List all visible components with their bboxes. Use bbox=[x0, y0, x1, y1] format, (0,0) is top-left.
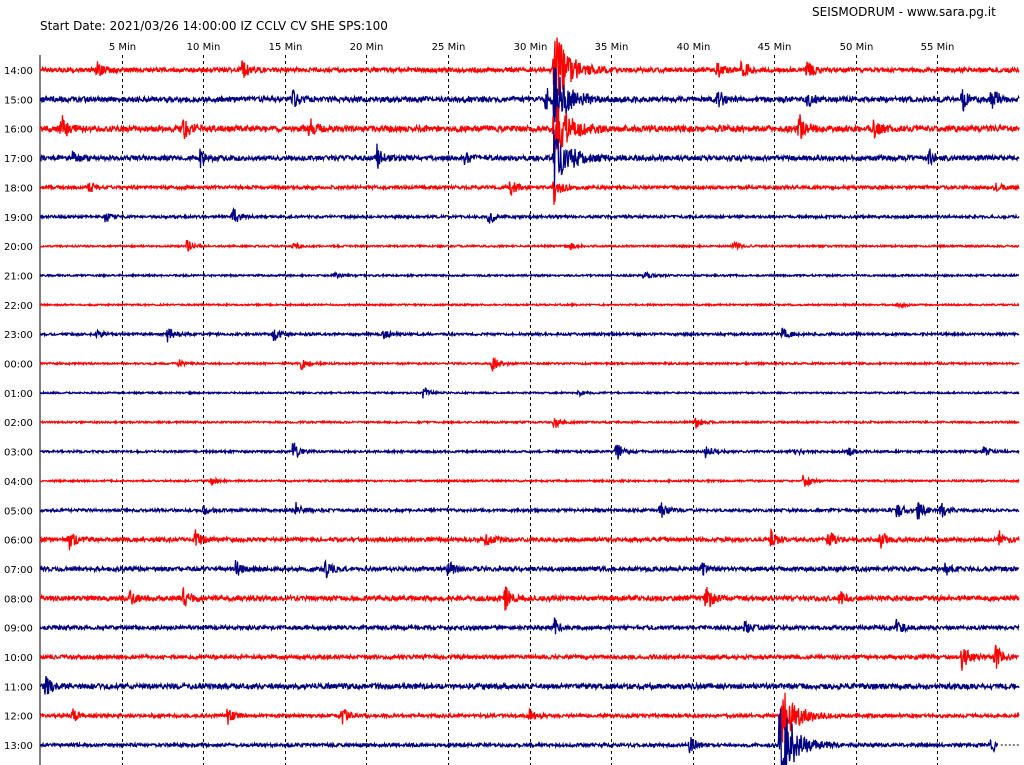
trace-0300 bbox=[39, 442, 1020, 460]
tick-label-40-min: 40 Min bbox=[677, 42, 711, 53]
trace-0600 bbox=[39, 528, 1020, 551]
hour-label-1100: 11:00 bbox=[4, 682, 33, 693]
hour-label-1500: 15:00 bbox=[4, 95, 33, 106]
hour-label-0800: 08:00 bbox=[4, 594, 33, 605]
hour-label-2300: 23:00 bbox=[4, 330, 33, 341]
trace-1700 bbox=[39, 129, 1020, 188]
seismic-traces bbox=[39, 37, 1020, 765]
trace-0900 bbox=[39, 617, 1020, 635]
trace-0400 bbox=[39, 474, 1020, 488]
hour-label-0500: 05:00 bbox=[4, 506, 33, 517]
trace-1600 bbox=[39, 106, 1020, 159]
tick-label-25-min: 25 Min bbox=[432, 42, 466, 53]
trace-1500 bbox=[39, 67, 1020, 127]
tick-label-5-min: 5 Min bbox=[109, 42, 136, 53]
trace-1000 bbox=[39, 644, 1020, 671]
tick-label-45-min: 45 Min bbox=[758, 42, 792, 53]
hour-label-1400: 14:00 bbox=[4, 66, 33, 77]
tick-label-10-min: 10 Min bbox=[187, 42, 221, 53]
hour-label-1600: 16:00 bbox=[4, 125, 33, 136]
hour-label-0200: 02:00 bbox=[4, 418, 33, 429]
trace-0500 bbox=[39, 501, 1020, 520]
trace-1900 bbox=[39, 206, 1020, 224]
tick-label-20-min: 20 Min bbox=[350, 42, 384, 53]
hour-label-1200: 12:00 bbox=[4, 712, 33, 723]
trace-1800 bbox=[39, 181, 1020, 205]
hour-label-1300: 13:00 bbox=[4, 741, 33, 752]
start-date-label: Start Date: 2021/03/26 14:00:00 IZ CCLV … bbox=[40, 19, 388, 33]
trace-0800 bbox=[39, 586, 1020, 611]
trace-0100 bbox=[39, 387, 1020, 399]
hour-label-0100: 01:00 bbox=[4, 389, 33, 400]
grid-lines bbox=[39, 55, 938, 765]
trace-2100 bbox=[39, 270, 1020, 280]
hour-label-1000: 10:00 bbox=[4, 653, 33, 664]
tick-label-55-min: 55 Min bbox=[921, 42, 955, 53]
tick-label-30-min: 30 Min bbox=[514, 42, 548, 53]
trace-0000 bbox=[39, 356, 1020, 372]
hour-label-1700: 17:00 bbox=[4, 154, 33, 165]
hour-label-0900: 09:00 bbox=[4, 624, 33, 635]
trace-2200 bbox=[39, 301, 1020, 310]
trace-1300 bbox=[39, 708, 999, 765]
trace-2300 bbox=[39, 327, 1020, 343]
trace-1200 bbox=[39, 692, 1020, 743]
tick-label-50-min: 50 Min bbox=[840, 42, 874, 53]
hour-label-2000: 20:00 bbox=[4, 242, 33, 253]
source-label: SEISMODRUM - www.sara.pg.it bbox=[812, 5, 996, 19]
trace-1100 bbox=[39, 675, 1020, 695]
hour-label-2100: 21:00 bbox=[4, 271, 33, 282]
tick-label-15-min: 15 Min bbox=[269, 42, 303, 53]
hour-label-0700: 07:00 bbox=[4, 565, 33, 576]
hour-label-0000: 00:00 bbox=[4, 360, 33, 371]
trace-0700 bbox=[39, 559, 1020, 579]
trace-0200 bbox=[39, 417, 1020, 429]
hour-label-0600: 06:00 bbox=[4, 536, 33, 547]
hour-label-1800: 18:00 bbox=[4, 183, 33, 194]
trace-1400 bbox=[39, 37, 1020, 106]
hour-label-0400: 04:00 bbox=[4, 477, 33, 488]
tick-label-35-min: 35 Min bbox=[595, 42, 629, 53]
hour-label-0300: 03:00 bbox=[4, 448, 33, 459]
hour-label-1900: 19:00 bbox=[4, 213, 33, 224]
hour-labels: 14:00 15:00 16:00 17:00 18:00 19:00 20:00 21:00… bbox=[4, 66, 33, 752]
trace-2000 bbox=[39, 239, 1020, 252]
hour-label-2200: 22:00 bbox=[4, 301, 33, 312]
x-tick-labels: 5 Min 10 Min 15 Min 20 Min 25 Min 30 Min 35 Mi… bbox=[109, 42, 954, 53]
